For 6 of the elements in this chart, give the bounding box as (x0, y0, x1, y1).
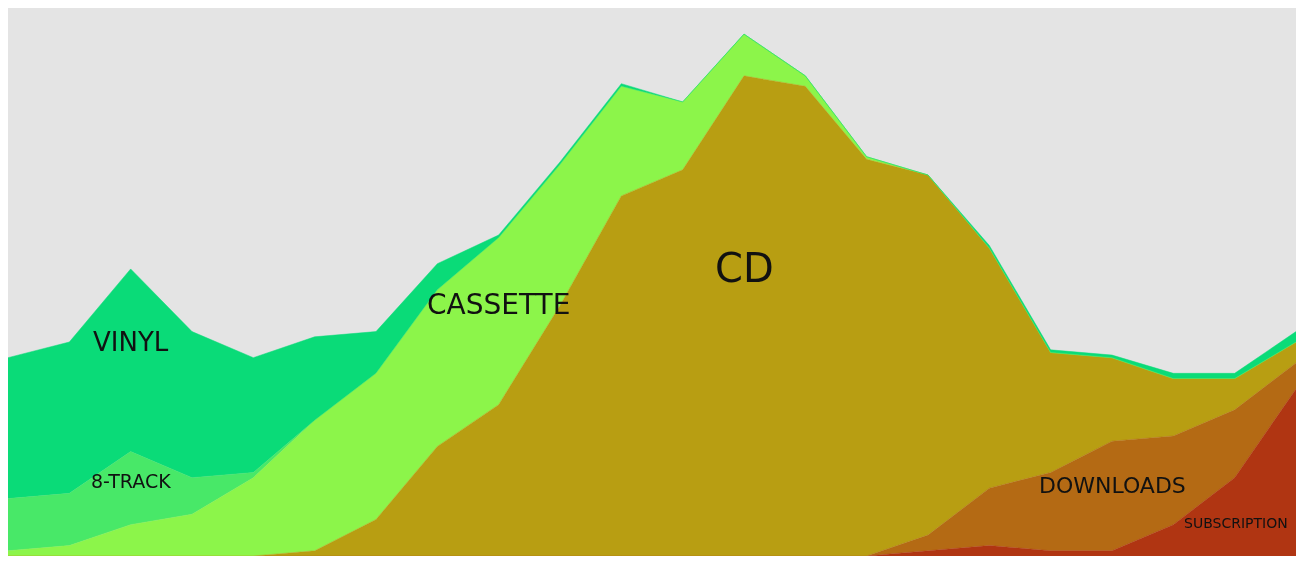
series-label: VINYL (93, 327, 169, 357)
series-label: 8-TRACK (91, 470, 172, 492)
series-label: DOWNLOADS (1039, 473, 1186, 498)
series-label: CD (715, 245, 774, 291)
series-label: SUBSCRIPTION (1184, 515, 1288, 531)
series-label: CASSETTE (427, 288, 571, 321)
